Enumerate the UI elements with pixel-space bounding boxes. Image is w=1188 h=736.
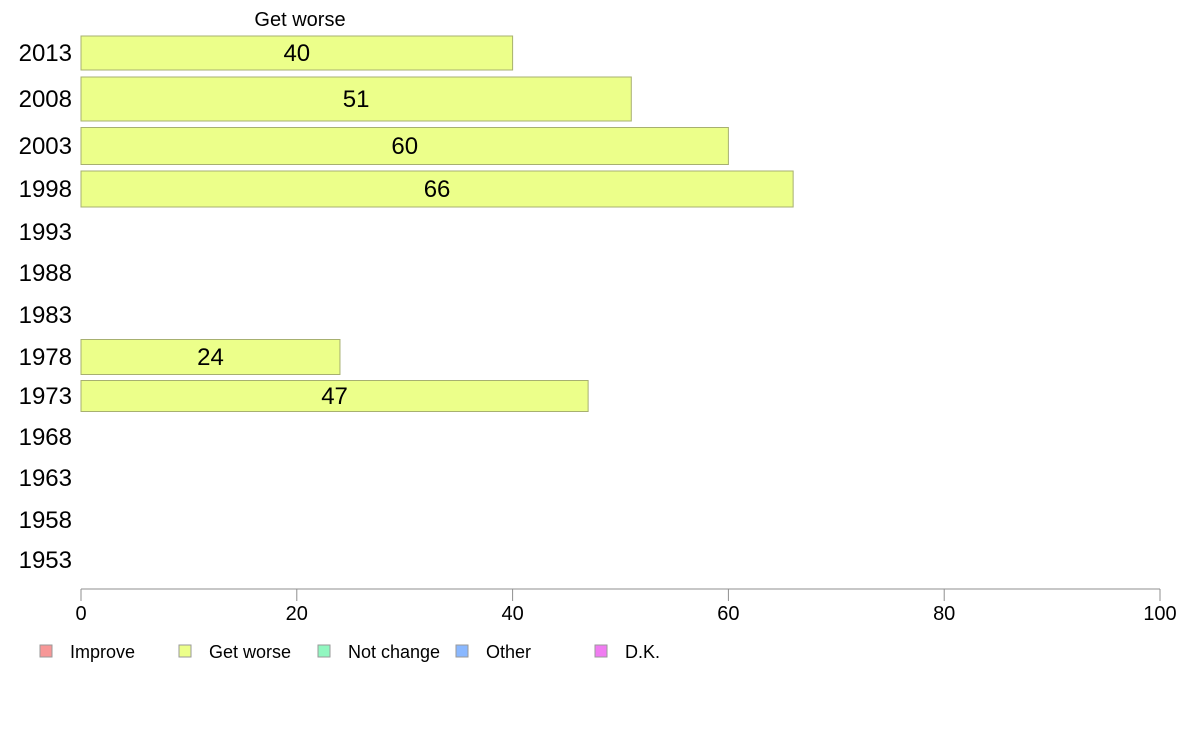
year-label: 1958 [19,507,72,534]
bar-1973 [80,380,589,412]
year-label: 1983 [19,302,72,329]
year-label: 2003 [19,133,72,160]
value-label-1998: 66 [424,176,451,203]
year-label: 1968 [19,424,72,451]
legend-label: Improve [70,642,135,662]
value-label-1978: 24 [197,344,224,371]
year-label: 2008 [19,86,72,113]
x-axis-tick-label: 100 [1143,603,1176,625]
x-axis-tick-label: 0 [75,603,86,625]
x-axis-tick-label: 60 [717,603,739,625]
legend-swatch [594,644,608,658]
legend-swatch [455,644,469,658]
legend-label: D.K. [625,642,660,662]
x-axis-tick-label: 40 [501,603,523,625]
year-labels: 2013 2008 2003 1998 1993 1988 1983 1978 1973 1968… [19,40,72,574]
year-label: 1988 [19,260,72,287]
legend-label: Not change [348,642,440,662]
legend: Improve Get worse Not change Other D.K. [39,642,660,662]
year-label: 1953 [19,547,72,574]
value-label-2003: 60 [391,133,418,160]
bar-1998 [80,170,794,208]
x-axis: 0 20 40 60 80 100 [75,588,1177,625]
legend-swatch [317,644,331,658]
bars-layer [80,35,794,412]
bar-2013 [80,35,514,71]
legend-label: Other [486,642,531,662]
bar-1978 [80,339,341,375]
series-header: Get worse [254,9,345,31]
year-label: 1998 [19,176,72,203]
x-axis-tick-label: 20 [286,603,308,625]
bar-2008 [80,76,632,122]
legend-swatch [39,644,53,658]
legend-label: Get worse [209,642,291,662]
value-label-2013: 40 [283,40,310,67]
value-label-1973: 47 [321,383,348,410]
year-label: 1963 [19,465,72,492]
legend-swatch [178,644,192,658]
year-label: 2013 [19,40,72,67]
bar-2003 [80,127,729,165]
year-label: 1993 [19,219,72,246]
year-label: 1973 [19,383,72,410]
x-axis-tick-label: 80 [933,603,955,625]
year-label: 1978 [19,344,72,371]
value-label-2008: 51 [343,86,370,113]
